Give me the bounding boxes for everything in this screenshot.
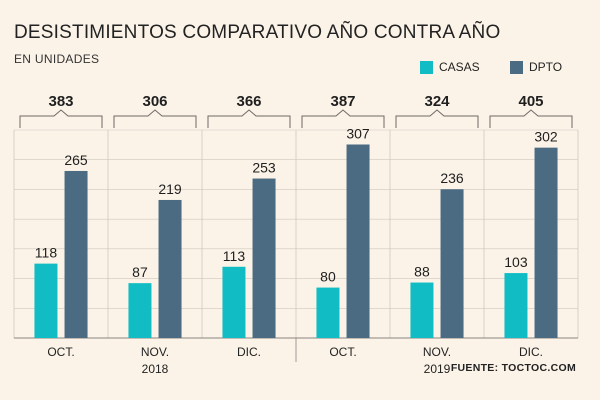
total-bracket [207, 109, 291, 128]
bar-casas [316, 287, 340, 338]
bar-dpto [534, 147, 558, 338]
data-label-dpto: 265 [64, 152, 88, 168]
data-label-casas: 80 [320, 269, 336, 285]
bar-casas [34, 263, 58, 338]
year-label: 2019 [424, 362, 451, 376]
bar-dpto [346, 144, 370, 338]
total-label: 324 [424, 93, 450, 110]
category-label: OCT. [47, 345, 74, 359]
legend-swatch-casas [420, 60, 433, 74]
chart-title: DESISTIMIENTOS COMPARATIVO AÑO CONTRA AÑ… [14, 22, 501, 43]
data-label-casas: 113 [223, 248, 246, 264]
category-label: DIC. [237, 345, 261, 359]
bar-casas [504, 273, 528, 338]
total-bracket [489, 109, 573, 128]
category-label: DIC. [519, 345, 543, 359]
bar-dpto [440, 189, 464, 338]
bar-dpto [64, 170, 88, 338]
data-label-dpto: 307 [346, 125, 370, 141]
data-label-casas: 87 [132, 264, 148, 280]
data-label-dpto: 302 [534, 129, 558, 145]
year-label: 2018 [142, 362, 169, 376]
data-label-casas: 118 [35, 245, 58, 261]
total-label: 383 [48, 93, 73, 110]
data-label-dpto: 219 [158, 181, 182, 197]
bar-casas [222, 266, 246, 338]
legend-label-dpto: DPTO [529, 60, 563, 74]
data-label-casas: 88 [414, 264, 430, 280]
total-bracket [395, 109, 479, 128]
bar-dpto [252, 178, 276, 338]
data-label-dpto: 253 [252, 160, 276, 176]
legend-item-dpto: DPTO [510, 60, 562, 74]
category-label: NOV. [141, 345, 169, 359]
category-label: OCT. [329, 345, 356, 359]
source-note: FUENTE: TOCTOC.COM [450, 362, 576, 374]
bar-casas [128, 283, 152, 338]
total-label: 366 [236, 93, 261, 110]
chart-subtitle: EN UNIDADES [14, 52, 100, 66]
legend-swatch-dpto [510, 60, 523, 74]
data-label-casas: 103 [504, 254, 528, 270]
total-label: 405 [518, 93, 543, 110]
bar-dpto [158, 199, 182, 338]
total-label: 387 [330, 93, 355, 110]
data-label-dpto: 236 [440, 170, 464, 186]
bar-casas [410, 282, 434, 338]
total-bracket [113, 109, 197, 128]
total-bracket [19, 109, 103, 128]
total-bracket [301, 109, 385, 128]
category-label: NOV. [423, 345, 451, 359]
total-label: 306 [142, 93, 167, 110]
legend-label-casas: CASAS [439, 60, 480, 74]
legend-item-casas: CASAS [420, 60, 480, 74]
